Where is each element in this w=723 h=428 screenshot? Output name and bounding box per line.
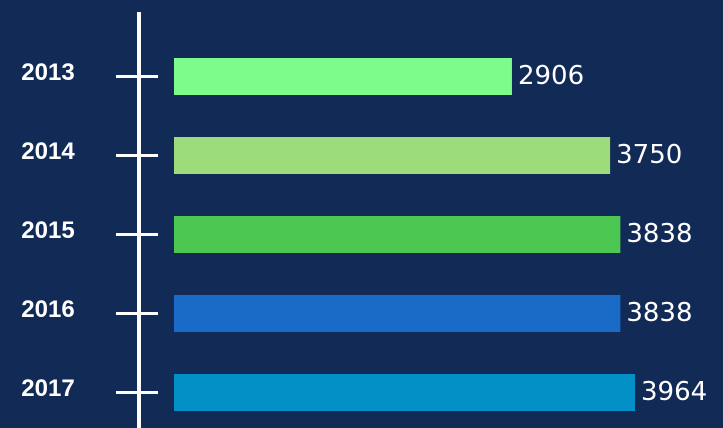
category-label: 2015	[21, 217, 74, 244]
value-label: 3750	[616, 140, 682, 170]
value-label: 3838	[626, 219, 692, 249]
category-label: 2013	[21, 59, 74, 86]
category-label: 2014	[21, 138, 75, 165]
bar	[174, 137, 611, 174]
bar	[174, 374, 635, 411]
bar	[174, 295, 621, 332]
value-label: 3838	[626, 298, 692, 328]
bar	[174, 216, 621, 253]
value-label: 2906	[518, 61, 584, 91]
category-label: 2017	[21, 375, 74, 402]
value-label: 3964	[641, 377, 707, 407]
category-label: 2016	[21, 296, 74, 323]
bar	[174, 58, 512, 95]
